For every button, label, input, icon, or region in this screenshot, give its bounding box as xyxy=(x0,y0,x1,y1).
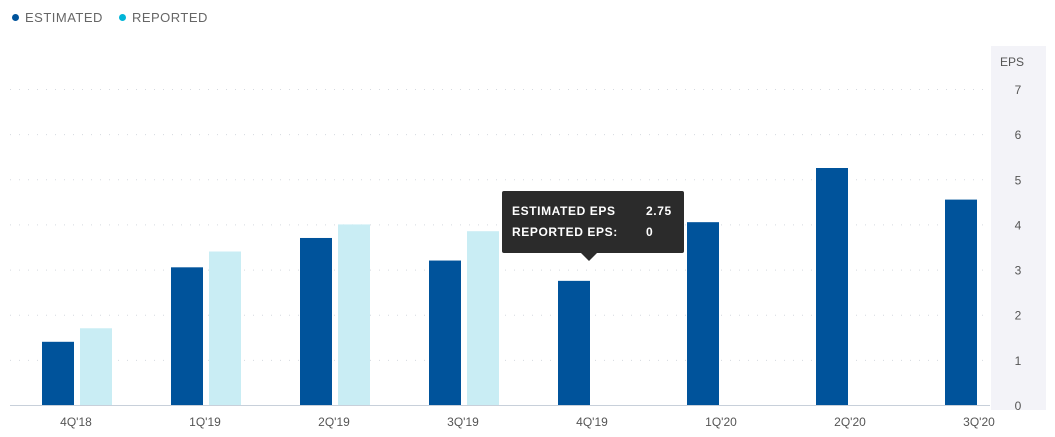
tooltip-row-estimated: ESTIMATED EPS 2.75 xyxy=(512,204,674,225)
tooltip-reported-value: 0 xyxy=(646,225,654,239)
chart-legend: ESTIMATED REPORTED xyxy=(12,10,208,25)
y-tick-label: 6 xyxy=(1015,128,1022,142)
y-tick-label: 1 xyxy=(1015,354,1022,368)
x-tick-label: 1Q'20 xyxy=(705,415,737,429)
bar-estimated-5[interactable] xyxy=(687,222,719,405)
bar-estimated-2[interactable] xyxy=(300,237,332,405)
legend-item-estimated[interactable]: ESTIMATED xyxy=(12,10,103,25)
x-tick-label: 1Q'19 xyxy=(189,415,221,429)
bars xyxy=(42,168,977,405)
legend-swatch-estimated xyxy=(12,14,19,21)
bar-estimated-3[interactable] xyxy=(429,260,461,405)
bar-reported-1[interactable] xyxy=(209,251,241,405)
x-tick-label: 3Q'19 xyxy=(447,415,479,429)
x-tick-label: 2Q'19 xyxy=(318,415,350,429)
x-tick-label: 4Q'19 xyxy=(576,415,608,429)
y-tick-label: 5 xyxy=(1015,173,1022,187)
tooltip-reported-label: REPORTED EPS: xyxy=(512,225,618,239)
bar-estimated-7[interactable] xyxy=(945,199,977,405)
y-tick-label: 3 xyxy=(1015,264,1022,278)
bar-estimated-6[interactable] xyxy=(816,168,848,405)
bar-reported-0[interactable] xyxy=(80,328,112,405)
bar-reported-2[interactable] xyxy=(338,224,370,405)
y-axis-panel xyxy=(991,46,1046,410)
x-tick-label: 2Q'20 xyxy=(834,415,866,429)
legend-label-estimated: ESTIMATED xyxy=(25,10,103,25)
y-tick-label: 0 xyxy=(1015,399,1022,413)
legend-label-reported: REPORTED xyxy=(131,10,208,25)
x-tick-label: 4Q'18 xyxy=(60,415,92,429)
bar-estimated-4[interactable] xyxy=(558,280,590,405)
y-tick-label: 4 xyxy=(1015,218,1022,232)
legend-item-reported[interactable]: REPORTED xyxy=(118,10,208,25)
bar-estimated-0[interactable] xyxy=(42,341,74,405)
x-tick-label: 3Q'20 xyxy=(963,415,995,429)
y-tick-labels: 0 1 2 3 4 5 6 7 xyxy=(1015,83,1022,413)
y-tick-label: 7 xyxy=(1015,83,1022,97)
bar-estimated-1[interactable] xyxy=(171,267,203,405)
bar-reported-3[interactable] xyxy=(467,231,499,405)
x-tick-labels: 4Q'18 1Q'19 2Q'19 3Q'19 4Q'19 1Q'20 2Q'20 3Q'20 xyxy=(60,415,995,429)
tooltip-estimated-label: ESTIMATED EPS xyxy=(512,204,616,218)
hover-tooltip: ESTIMATED EPS 2.75 REPORTED EPS: 0 xyxy=(502,191,684,261)
tooltip-row-reported: REPORTED EPS: 0 xyxy=(512,225,674,246)
y-axis-title: EPS xyxy=(1000,55,1024,69)
legend-swatch-reported xyxy=(118,14,126,21)
tooltip-estimated-value: 2.75 xyxy=(646,204,672,218)
y-tick-label: 2 xyxy=(1015,309,1022,323)
tooltip-pointer xyxy=(581,253,597,261)
